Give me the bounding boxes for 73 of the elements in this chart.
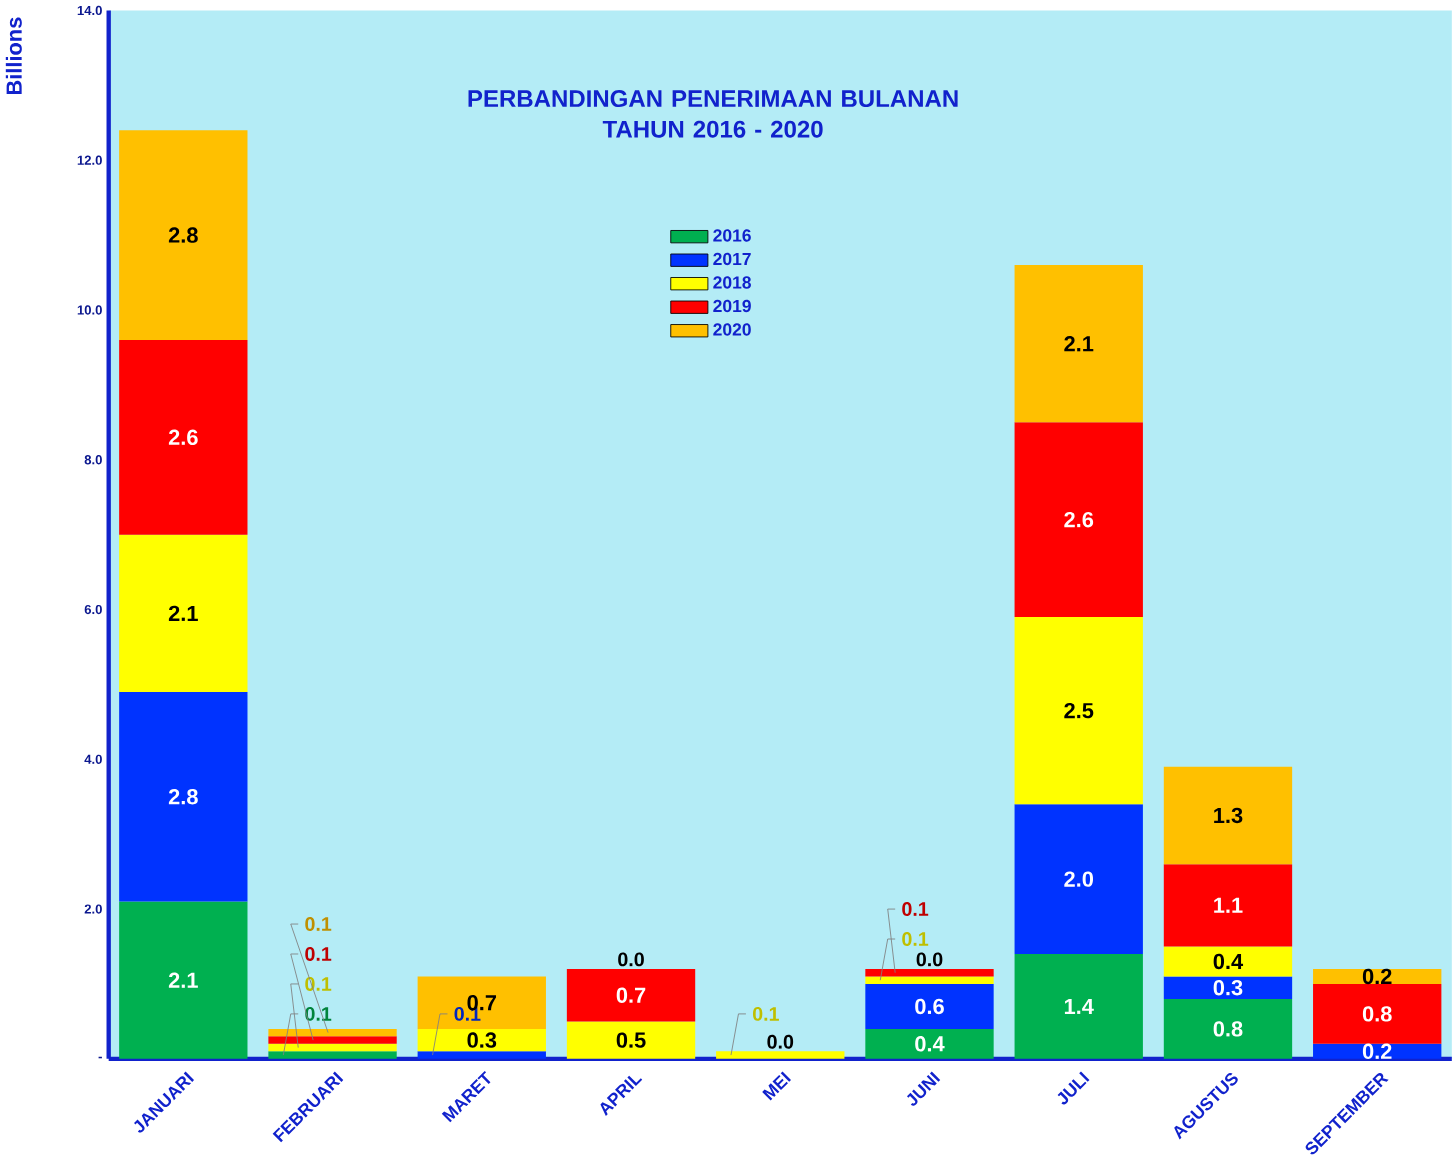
bar [1313,1043,1442,1059]
data-label: 2.8 [168,227,198,243]
bar [865,983,994,1029]
data-label: 0.4 [915,1035,945,1052]
bar [1163,946,1293,977]
bar [268,1028,397,1037]
data-label: 2.1 [168,972,198,988]
bar [1163,976,1293,999]
data-label: 0.5 [616,1032,646,1048]
bar [268,1043,397,1052]
data-label: 0.0 [916,952,943,967]
data-label: 0.4 [1213,953,1244,969]
bar [1014,953,1143,1059]
data-label: 0.1 [752,1006,779,1021]
bar [1163,998,1293,1059]
data-label: 0.1 [305,976,332,991]
data-label: 2.8 [168,788,198,805]
data-label: 0.2 [1362,1043,1392,1059]
data-label: 1.1 [1214,897,1243,913]
bar [566,968,696,1022]
bar [1014,803,1143,954]
data-label: 0.1 [305,916,332,931]
bar [119,339,248,535]
legend-label: 2019 [713,299,751,312]
bar [566,1021,696,1059]
legend-label: 2018 [713,275,751,289]
data-label: 0.7 [616,987,646,1003]
data-label: 0.2 [1362,968,1392,984]
bar [1014,616,1143,804]
data-label: 0.1 [305,946,332,961]
bar [119,901,248,1059]
bar [1014,264,1143,423]
data-label: 0.1 [305,1006,332,1021]
bar [119,129,248,340]
bar [865,976,994,984]
bar [119,534,248,692]
bar [417,1028,546,1052]
data-label: 0.0 [767,1034,794,1049]
data-label: 0.1 [902,931,929,946]
data-label: 2.6 [1064,511,1094,528]
y-axis-title: Billions [5,17,22,94]
data-label: 1.4 [1064,998,1094,1014]
bar [1313,983,1442,1044]
bar [417,976,546,1029]
data-label: 0.8 [1362,1005,1392,1022]
data-label: 0.6 [915,998,944,1014]
bar [716,1051,845,1059]
data-label: 0.7 [467,994,497,1011]
data-label: 2.5 [1064,702,1094,719]
bar [1014,422,1143,617]
legend-label: 2017 [713,252,751,265]
bar [1313,968,1442,984]
legend-label: 2020 [713,323,751,336]
data-label: 1.3 [1214,807,1243,823]
bar [268,1036,397,1044]
data-label: 2.1 [168,605,198,621]
bar [865,968,994,977]
data-label: 0.3 [1213,979,1243,996]
data-label: 0.3 [467,1032,497,1048]
data-label: 2.0 [1064,871,1094,887]
bar [119,691,248,902]
bar [865,1028,994,1059]
data-label: 2.1 [1064,335,1094,352]
data-label: 0.0 [618,952,644,967]
bar [417,1051,546,1059]
data-label: 2.6 [168,429,198,445]
data-label: 0.8 [1213,1020,1243,1037]
bar [1163,766,1293,864]
text: PERBANDINGAN PENERIMAAN BULANAN TAHUN 2016 - 2020 [468,89,958,138]
bar [268,1051,397,1059]
legend-label: 2016 [713,228,751,242]
data-label: 0.1 [902,901,929,916]
bar [1163,863,1293,947]
